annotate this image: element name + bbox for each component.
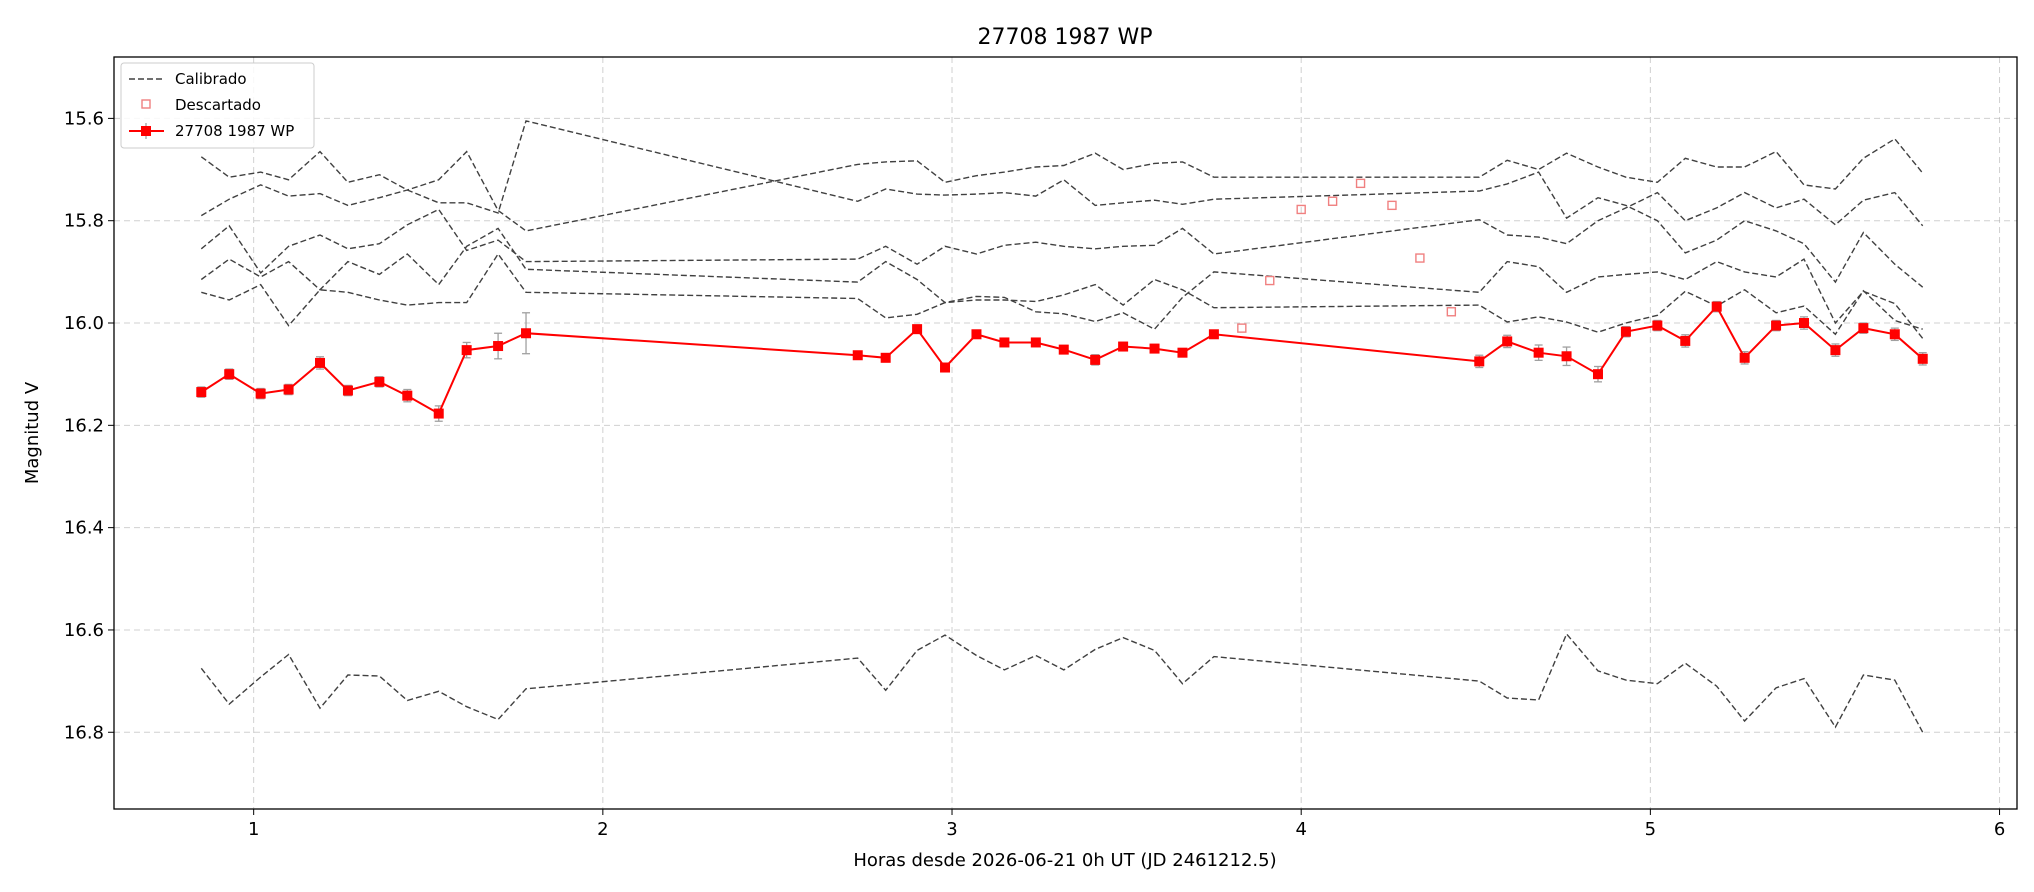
target-point bbox=[1058, 344, 1069, 355]
calibrated-line bbox=[200, 632, 1924, 733]
target-point bbox=[342, 385, 353, 396]
target-point bbox=[1830, 345, 1841, 356]
x-axis: 1 2 3 4 5 6 bbox=[248, 809, 2005, 840]
target-point bbox=[1502, 336, 1513, 347]
target-series bbox=[196, 300, 1928, 422]
x-tick-label: 5 bbox=[1645, 819, 1656, 840]
target-point bbox=[196, 387, 207, 398]
y-tick-label: 16.2 bbox=[64, 415, 104, 436]
calibrated-line bbox=[200, 137, 1924, 232]
target-point bbox=[1739, 352, 1750, 363]
y-tick-label: 15.8 bbox=[64, 211, 104, 232]
target-point bbox=[374, 376, 385, 387]
grid bbox=[114, 57, 2017, 809]
discarded-point bbox=[1387, 200, 1397, 211]
legend-target-label: 27708 1987 WP bbox=[175, 122, 294, 140]
x-tick-label: 6 bbox=[1994, 819, 2005, 840]
target-point bbox=[852, 350, 863, 361]
target-point bbox=[402, 390, 413, 401]
discarded-point bbox=[1355, 178, 1366, 189]
target-point bbox=[1771, 320, 1782, 331]
chart-title: 27708 1987 WP bbox=[978, 25, 1153, 50]
target-point bbox=[315, 357, 326, 368]
legend: Calibrado Descartado 27708 1987 WP bbox=[120, 62, 315, 149]
y-axis-label: Magnitud V bbox=[22, 381, 43, 484]
y-tick-label: 16.0 bbox=[64, 313, 104, 334]
target-point bbox=[1711, 301, 1722, 312]
target-point bbox=[880, 352, 891, 363]
x-tick-label: 3 bbox=[946, 819, 957, 840]
target-point bbox=[1858, 323, 1869, 334]
target-point bbox=[1652, 320, 1663, 331]
plot-frame bbox=[113, 56, 2018, 810]
target-point bbox=[1799, 318, 1810, 329]
discarded-point bbox=[1296, 204, 1306, 215]
discarded-point bbox=[1446, 307, 1457, 317]
target-point bbox=[1030, 337, 1041, 348]
target-point bbox=[224, 369, 235, 380]
x-tick-label: 1 bbox=[248, 819, 259, 840]
target-point bbox=[971, 329, 982, 340]
y-tick-label: 16.4 bbox=[64, 518, 104, 539]
calibrated-series bbox=[200, 120, 1924, 733]
target-point bbox=[521, 328, 532, 339]
target-point bbox=[433, 408, 444, 419]
legend-target-swatch-marker bbox=[141, 126, 151, 136]
x-tick-label: 2 bbox=[597, 819, 608, 840]
target-point bbox=[255, 388, 266, 399]
legend-discarded-label: Descartado bbox=[175, 96, 261, 114]
target-point bbox=[1474, 356, 1485, 367]
target-point bbox=[999, 337, 1010, 348]
target-point bbox=[940, 362, 951, 373]
target-point bbox=[1533, 347, 1544, 358]
target-point bbox=[1889, 329, 1900, 340]
y-tick-label: 15.6 bbox=[64, 108, 104, 129]
legend-discarded-swatch bbox=[141, 99, 151, 109]
discarded-point bbox=[1415, 253, 1425, 263]
target-point bbox=[1090, 354, 1101, 365]
legend-box bbox=[120, 62, 315, 149]
y-tick-label: 16.8 bbox=[64, 722, 104, 743]
calibrated-line bbox=[200, 191, 1924, 274]
x-tick-label: 4 bbox=[1295, 819, 1306, 840]
target-point bbox=[912, 324, 923, 335]
x-axis-label: Horas desde 2026-06-21 0h UT (JD 2461212… bbox=[853, 850, 1276, 871]
target-point bbox=[1208, 329, 1219, 340]
target-point bbox=[283, 384, 294, 395]
calibrated-line bbox=[201, 252, 1923, 336]
target-point bbox=[1917, 353, 1928, 364]
calibrated-line bbox=[200, 120, 1924, 288]
discarded-series bbox=[1237, 178, 1457, 333]
discarded-point bbox=[1237, 323, 1247, 333]
target-point bbox=[1680, 335, 1691, 346]
target-point bbox=[1592, 369, 1603, 380]
target-point bbox=[1620, 326, 1631, 337]
y-axis: 15.6 15.8 16.0 16.2 16.4 16.6 16.8 bbox=[64, 108, 114, 743]
discarded-point bbox=[1265, 275, 1275, 286]
target-point bbox=[461, 345, 472, 356]
target-point bbox=[1177, 347, 1188, 358]
target-point bbox=[1118, 341, 1129, 352]
target-point bbox=[493, 341, 504, 352]
legend-calibrated-label: Calibrado bbox=[175, 70, 247, 88]
discarded-point bbox=[1327, 196, 1338, 206]
y-tick-label: 16.6 bbox=[64, 620, 104, 641]
target-point bbox=[1149, 343, 1160, 354]
target-point bbox=[1561, 351, 1572, 362]
